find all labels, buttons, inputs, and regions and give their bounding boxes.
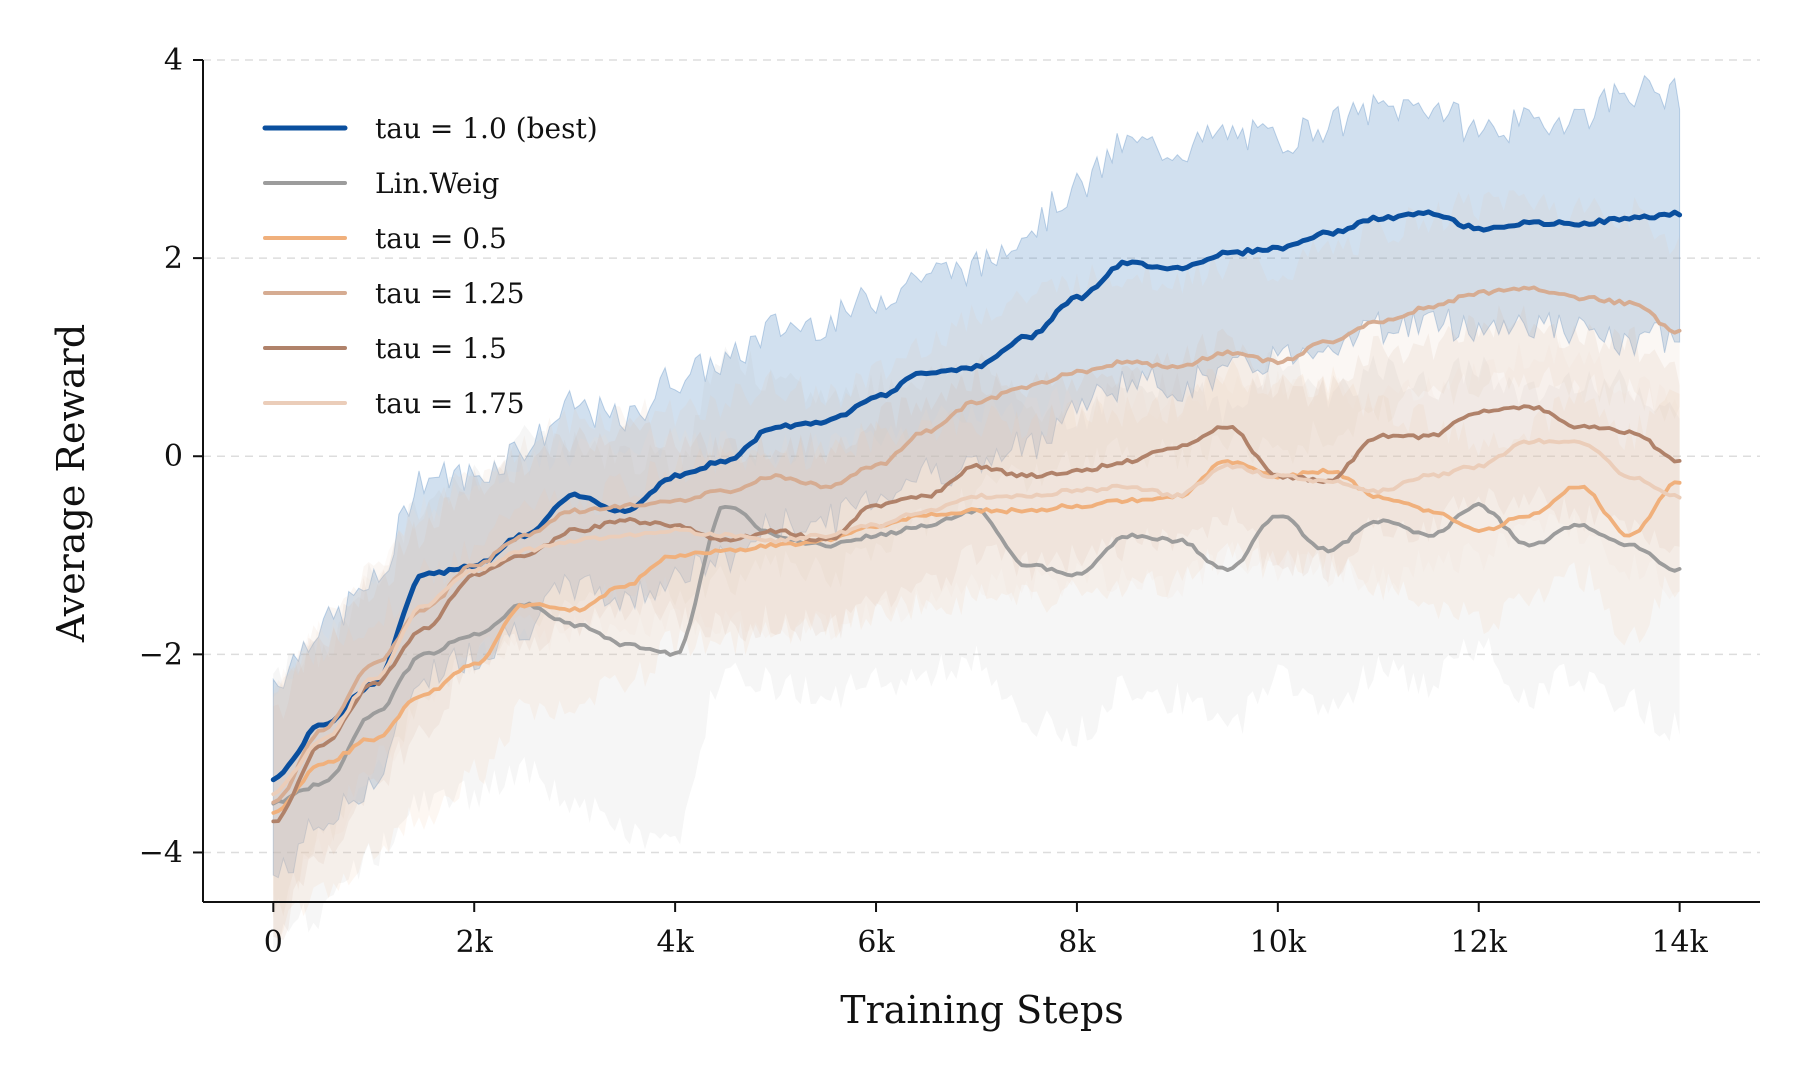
legend-label-1: Lin.Weig	[375, 167, 500, 200]
x-tick-label-3: 6k	[857, 925, 895, 960]
series-lines	[270, 209, 1683, 824]
y-tick-label-4: 4	[164, 43, 183, 78]
band-series-1	[273, 346, 1680, 949]
y-tick-label-1: −2	[139, 637, 183, 672]
legend-label-3: tau = 1.25	[375, 277, 525, 310]
y-tick-label-2: 0	[164, 439, 183, 474]
band-series-4	[273, 305, 1680, 941]
y-tick-label-0: −4	[139, 835, 183, 870]
x-tick-label-0: 0	[264, 925, 283, 960]
line-series-2	[271, 459, 1682, 815]
x-tick-label-2: 4k	[656, 925, 694, 960]
x-tick-label-7: 14k	[1651, 925, 1708, 960]
line-series-4	[271, 404, 1682, 824]
grid-lines	[203, 59, 1760, 854]
legend-label-5: tau = 1.75	[375, 387, 525, 420]
legend-label-4: tau = 1.5	[375, 332, 507, 365]
x-tick-label-5: 10k	[1250, 925, 1307, 960]
y-tick-label-3: 2	[164, 241, 183, 276]
x-tick-label-1: 2k	[456, 925, 494, 960]
confidence-bands	[272, 74, 1681, 949]
legend: tau = 1.0 (best) Lin.Weig tau = 0.5 tau = 1…	[262, 112, 598, 420]
y-axis-title: Average Reward	[49, 324, 93, 643]
legend-label-0: tau = 1.0 (best)	[375, 112, 598, 145]
x-tick-label-4: 8k	[1058, 925, 1096, 960]
x-tick-label-6: 12k	[1451, 925, 1508, 960]
axes: −4 −2 0 2 4 0 2k 4k 6k 8k 10k 12k 14k	[139, 43, 1760, 960]
line-series-3	[271, 285, 1682, 805]
legend-label-2: tau = 0.5	[375, 222, 507, 255]
line-series-5	[271, 437, 1682, 797]
band-series-3	[273, 190, 1680, 918]
x-axis-title: Training Steps	[840, 988, 1123, 1032]
